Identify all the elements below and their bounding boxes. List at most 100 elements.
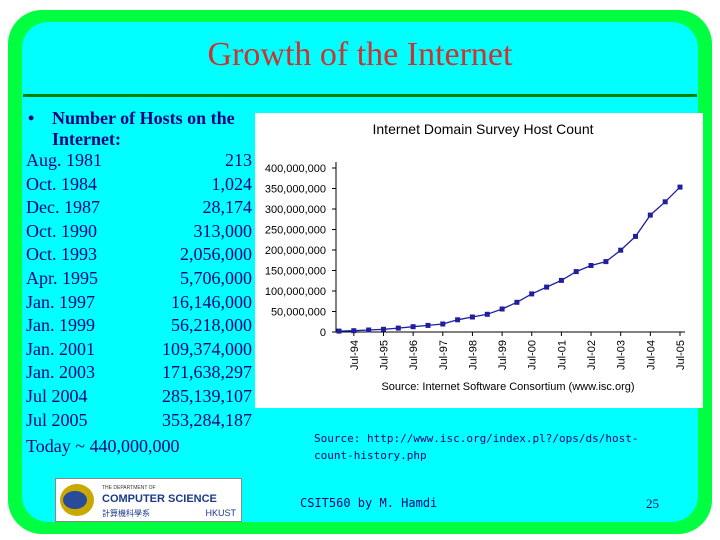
- host-row: Jan. 1999 56,218,000: [26, 315, 266, 338]
- department-logo-graphic: THE DEPARTMENT OF COMPUTER SCIENCE 計算機科學…: [60, 484, 236, 518]
- host-row: Oct. 1984 1,024: [26, 174, 266, 197]
- data-point: [469, 314, 475, 320]
- x-tick-label: Jul-04: [645, 340, 657, 370]
- host-date: Jan. 1997: [26, 291, 95, 312]
- host-row: Jan. 1997 16,146,000: [26, 292, 266, 315]
- department-logo: THE DEPARTMENT OF COMPUTER SCIENCE 計算機科學…: [55, 478, 242, 522]
- host-row: Apr. 1995 5,706,000: [26, 268, 266, 291]
- host-value: 353,284,187: [162, 409, 252, 430]
- host-value: 171,638,297: [162, 362, 252, 383]
- host-value: 16,146,000: [171, 291, 252, 312]
- x-tick-label: Jul-94: [349, 340, 361, 370]
- chart-series: [336, 184, 683, 334]
- y-tick-label: 0: [320, 327, 326, 339]
- host-date: Jul 2005: [26, 409, 88, 430]
- data-point: [603, 259, 609, 265]
- source-note: Source: http://www.isc.org/index.pl?/ops…: [314, 432, 639, 462]
- host-value: 1,024: [211, 173, 253, 194]
- x-tick-label: Jul-98: [467, 340, 479, 370]
- data-point: [588, 263, 594, 268]
- chart-source: Source: Internet Software Consortium (ww…: [381, 381, 634, 393]
- host-row: Jan. 2001 109,374,000: [26, 339, 266, 362]
- y-tick-label: 300,000,000: [265, 204, 326, 216]
- y-tick-label: 200,000,000: [265, 245, 326, 257]
- host-value: 2,056,000: [180, 244, 252, 265]
- x-tick-label: Jul-02: [586, 340, 598, 370]
- data-point: [381, 326, 386, 332]
- x-axis: Jul-94 Jul-95 Jul-96 Jul-97 Jul-98 Jul-99 Jul-…: [336, 331, 687, 370]
- host-row: Jul 2004 285,139,107: [26, 386, 266, 409]
- host-value: 5,706,000: [180, 268, 252, 288]
- logo-dept-label: THE DEPARTMENT OF: [102, 485, 156, 491]
- bullet-heading-line2: Internet:: [52, 129, 121, 149]
- logo-school: HKUST: [205, 508, 236, 518]
- data-point: [425, 322, 431, 328]
- logo-emblem-inner: [63, 491, 87, 509]
- logo-chinese: 計算機科學系: [102, 508, 150, 518]
- host-row: Oct. 1990 313,000: [26, 221, 266, 244]
- host-row: Jan. 2003 171,638,297: [26, 362, 266, 385]
- data-point: [647, 212, 653, 218]
- data-point: [558, 277, 564, 283]
- data-point: [573, 269, 579, 275]
- x-tick-label: Jul-97: [438, 340, 450, 370]
- y-tick-label: 100,000,000: [265, 286, 326, 298]
- logo-name: COMPUTER SCIENCE: [102, 493, 217, 505]
- host-date: Dec. 1987: [26, 197, 100, 218]
- host-row: Aug. 1981 213: [26, 150, 266, 173]
- x-tick-label: Jul-01: [556, 340, 568, 370]
- page-number: 25: [646, 496, 659, 511]
- series-line: [338, 186, 681, 332]
- x-tick-label: Jul-99: [497, 340, 509, 370]
- host-value: 109,374,000: [162, 338, 252, 359]
- host-date: Oct. 1984: [26, 173, 97, 194]
- host-date: Jan. 1999: [26, 315, 95, 336]
- host-date: Oct. 1993: [26, 244, 97, 265]
- data-point: [544, 284, 550, 290]
- data-point: [395, 325, 401, 331]
- host-row: Oct. 1993 2,056,000: [26, 244, 266, 267]
- data-point: [677, 184, 683, 190]
- data-point: [499, 306, 505, 312]
- today-estimate: Today ~ 440,000,000: [26, 436, 180, 456]
- data-point: [662, 199, 668, 205]
- host-date: Jul 2004: [26, 386, 88, 406]
- bullet-heading-line1: Number of Hosts on the: [52, 108, 235, 128]
- y-tick-label: 400,000,000: [265, 163, 326, 175]
- title-divider: [23, 94, 697, 97]
- data-point: [351, 328, 357, 334]
- x-tick-label: Jul-03: [616, 340, 628, 370]
- x-tick-label: Jul-95: [378, 340, 390, 370]
- host-date: Oct. 1990: [26, 220, 97, 241]
- data-point: [514, 299, 520, 305]
- data-point: [336, 328, 342, 334]
- chart-svg: Internet Domain Survey Host Count 0 50,00…: [265, 121, 687, 393]
- footer-course: CSIT560 by M. Hamdi: [300, 496, 438, 510]
- host-row: Dec. 1987 28,174: [26, 197, 266, 220]
- data-point: [484, 311, 490, 317]
- x-tick-label: Jul-00: [527, 340, 539, 370]
- host-row: Jul 2005 353,284,187: [26, 410, 266, 433]
- host-date: Apr. 1995: [26, 268, 98, 288]
- y-tick-label: 350,000,000: [265, 184, 326, 196]
- data-point: [618, 247, 624, 253]
- host-value: 313,000: [193, 220, 253, 241]
- data-point: [440, 321, 446, 327]
- bullet-marker: •: [28, 108, 35, 128]
- y-tick-label: 150,000,000: [265, 266, 326, 278]
- data-point: [529, 291, 535, 297]
- host-date: Jan. 2003: [26, 362, 95, 383]
- slide-title: Growth of the Internet: [207, 36, 513, 73]
- host-value: 56,218,000: [171, 315, 252, 336]
- host-date: Aug. 1981: [26, 150, 102, 170]
- x-tick-label: Jul-05: [675, 340, 687, 370]
- y-tick-label: 250,000,000: [265, 225, 326, 237]
- data-point: [455, 317, 461, 323]
- data-point: [366, 327, 372, 333]
- chart-title: Internet Domain Survey Host Count: [373, 121, 594, 137]
- y-axis: 0 50,000,000 100,000,000 150,000,000 200,000…: [265, 162, 337, 339]
- host-value: 28,174: [202, 197, 253, 218]
- host-count-chart: Internet Domain Survey Host Count 0 50,00…: [255, 113, 703, 408]
- x-tick-label: Jul-96: [408, 340, 420, 370]
- data-point: [410, 324, 416, 330]
